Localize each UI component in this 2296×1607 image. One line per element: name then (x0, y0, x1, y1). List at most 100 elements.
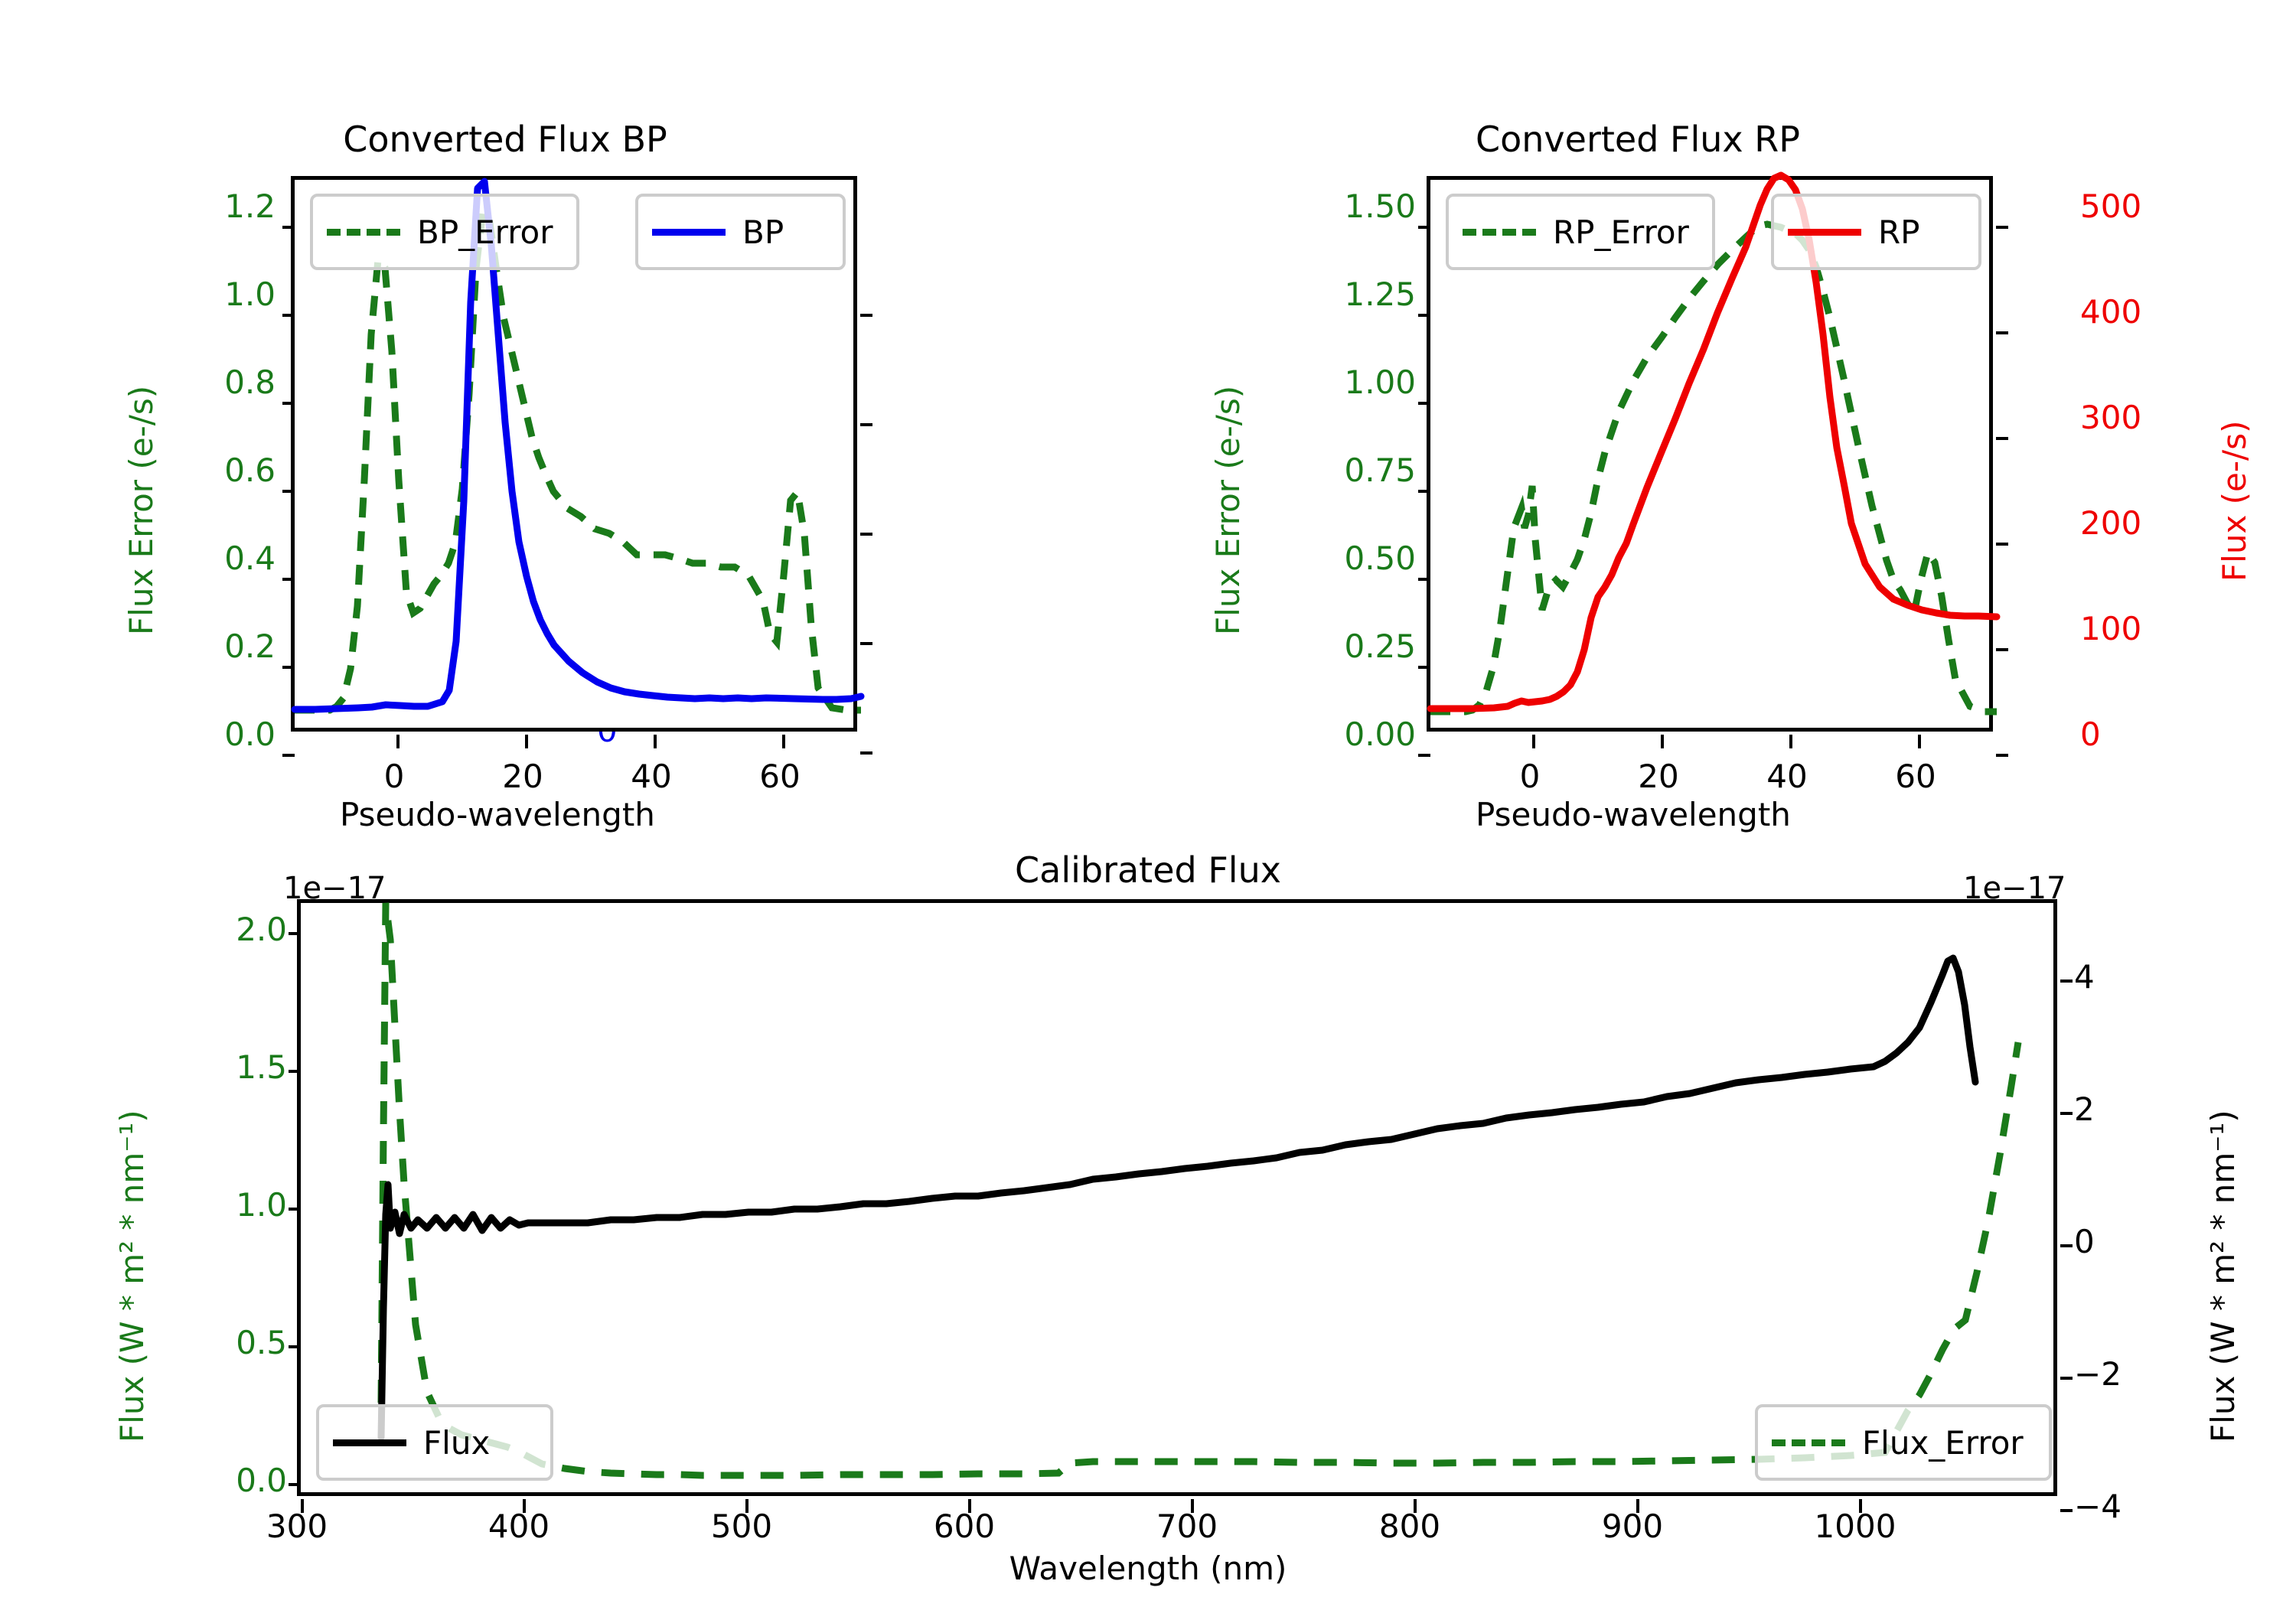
cal-tick-x-5 (1191, 1499, 1194, 1513)
rp-xtick-40: 40 (1766, 758, 1808, 795)
bp-tick-x-1 (396, 735, 400, 748)
cal-ytick-left-0p5: 0.5 (236, 1324, 287, 1361)
bp-xtick-40: 40 (631, 758, 672, 795)
cal-xtick-800: 800 (1378, 1508, 1441, 1545)
bp-title: Converted Flux BP (343, 119, 667, 160)
cal-tick-x-8 (1859, 1499, 1862, 1513)
bp-tick-left-4 (282, 490, 295, 493)
cal-tick-left-1 (289, 932, 301, 935)
bp-tick-right-1 (860, 314, 872, 317)
cal-title: Calibrated Flux (1015, 849, 1281, 891)
bp-xtick-60: 60 (759, 758, 801, 795)
bp-legend-error-label: BP_Error (417, 213, 553, 251)
bp-tick-left-6 (282, 666, 295, 669)
rp-ytick-right-500: 500 (2080, 187, 2142, 225)
bp-error-swatch-icon (327, 228, 400, 236)
cal-ytick-right-2: 2 (2074, 1090, 2095, 1128)
cal-legend-flux-label: Flux (423, 1423, 491, 1462)
cal-xtick-300: 300 (266, 1508, 328, 1545)
cal-tick-x-2 (523, 1499, 526, 1513)
bp-tick-left-1 (282, 226, 295, 229)
bp-plot-area: BP_Error BP (282, 176, 872, 757)
rp-ytick-right-100: 100 (2080, 610, 2142, 647)
panel-converted-flux-bp: Converted Flux BP 1.2 1.0 0.8 0.6 0.4 0.… (0, 0, 1179, 833)
cal-ytick-left-1p0: 1.0 (236, 1186, 287, 1224)
rp-xaxis-label: Pseudo-wavelength (1476, 796, 1791, 833)
rp-yaxis-label-right: Flux (e-/s) (2216, 420, 2253, 582)
cal-tick-x-7 (1636, 1499, 1639, 1513)
rp-ytick-right-0: 0 (2080, 715, 2101, 753)
cal-tick-left-5 (289, 1483, 301, 1486)
bp-error-curve (295, 199, 861, 714)
rp-tick-right-1 (1996, 226, 2008, 229)
cal-flux-swatch-icon (333, 1439, 406, 1446)
rp-ytick-right-400: 400 (2080, 293, 2142, 331)
cal-tick-x-4 (968, 1499, 971, 1513)
cal-ytick-left-1p5: 1.5 (236, 1048, 287, 1086)
rp-flux-swatch-icon (1788, 228, 1861, 236)
bp-ytick-left-0p6: 0.6 (224, 451, 276, 489)
cal-tick-left-4 (289, 1345, 301, 1348)
rp-ytick-left-0p25: 0.25 (1344, 627, 1416, 665)
cal-error-swatch-icon (1772, 1439, 1845, 1446)
rp-ytick-left-0p75: 0.75 (1344, 451, 1416, 489)
rp-tick-left-4 (1418, 490, 1430, 493)
rp-ytick-left-1p25: 1.25 (1344, 275, 1416, 313)
bp-tick-x-4 (782, 735, 785, 748)
rp-tick-x-3 (1789, 735, 1792, 748)
cal-ytick-right-0: 0 (2074, 1223, 2095, 1260)
cal-ytick-left-2p0: 2.0 (236, 911, 287, 948)
rp-curves (1427, 171, 2001, 715)
bp-ytick-left-0p4: 0.4 (224, 539, 276, 577)
bp-tick-right-4 (860, 642, 872, 645)
cal-tick-right-2 (2060, 1112, 2073, 1115)
rp-ytick-right-200: 200 (2080, 504, 2142, 542)
bp-flux-swatch-icon (652, 228, 726, 236)
rp-tick-left-1 (1418, 226, 1430, 229)
cal-xtick-600: 600 (933, 1508, 996, 1545)
rp-tick-left-5 (1418, 578, 1430, 581)
rp-tick-left-6 (1418, 666, 1430, 669)
bp-xtick-20: 20 (502, 758, 543, 795)
rp-xtick-0: 0 (1519, 758, 1541, 795)
cal-tick-x-3 (745, 1499, 748, 1513)
cal-xtick-700: 700 (1156, 1508, 1218, 1545)
cal-xtick-900: 900 (1601, 1508, 1664, 1545)
rp-yaxis-label-left: Flux Error (e-/s) (1209, 385, 1247, 635)
bp-legend-error[interactable]: BP_Error (310, 194, 579, 270)
cal-yaxis-label-right: Flux (W * m² * nm⁻¹) (2204, 1110, 2242, 1442)
rp-ytick-left-0p50: 0.50 (1344, 539, 1416, 577)
cal-xtick-1000: 1000 (1814, 1508, 1896, 1545)
bp-ytick-left-0p2: 0.2 (224, 627, 276, 665)
rp-tick-right-6 (1996, 754, 2008, 757)
rp-ytick-left-1p00: 1.00 (1344, 363, 1416, 401)
cal-legend-error[interactable]: Flux_Error (1755, 1404, 2052, 1481)
cal-ytick-right-4: 4 (2074, 958, 2095, 996)
rp-tick-left-2 (1418, 314, 1430, 317)
rp-legend-flux[interactable]: RP (1771, 194, 1981, 270)
rp-tick-right-5 (1996, 648, 2008, 651)
cal-xtick-500: 500 (710, 1508, 773, 1545)
rp-legend-error-label: RP_Error (1553, 213, 1689, 251)
rp-ytick-right-300: 300 (2080, 399, 2142, 436)
bp-tick-left-3 (282, 402, 295, 405)
cal-ytick-right-neg2: −2 (2074, 1355, 2122, 1393)
cal-tick-x-1 (301, 1499, 304, 1513)
bp-ytick-left-0p8: 0.8 (224, 363, 276, 401)
rp-tick-right-2 (1996, 331, 2008, 334)
cal-error-curve (377, 902, 2022, 1479)
cal-plot-area: Flux Flux_Error (289, 899, 2073, 1513)
rp-tick-x-4 (1918, 735, 1921, 748)
bp-xaxis-label: Pseudo-wavelength (340, 796, 655, 833)
rp-tick-x-2 (1661, 735, 1664, 748)
rp-legend-error[interactable]: RP_Error (1446, 194, 1715, 270)
bp-legend-flux[interactable]: BP (635, 194, 846, 270)
panel-calibrated-flux: Calibrated Flux 1e−17 1e−17 2.0 1.5 1.0 … (0, 826, 2296, 1607)
rp-tick-left-7 (1418, 754, 1430, 757)
cal-tick-right-1 (2060, 980, 2073, 983)
panel-converted-flux-rp: Converted Flux RP 1.50 1.25 1.00 0.75 0.… (1148, 0, 2296, 833)
bp-tick-left-2 (282, 314, 295, 317)
rp-title: Converted Flux RP (1476, 119, 1800, 160)
cal-flux-curve (377, 954, 1979, 1441)
cal-legend-flux[interactable]: Flux (316, 1404, 553, 1481)
